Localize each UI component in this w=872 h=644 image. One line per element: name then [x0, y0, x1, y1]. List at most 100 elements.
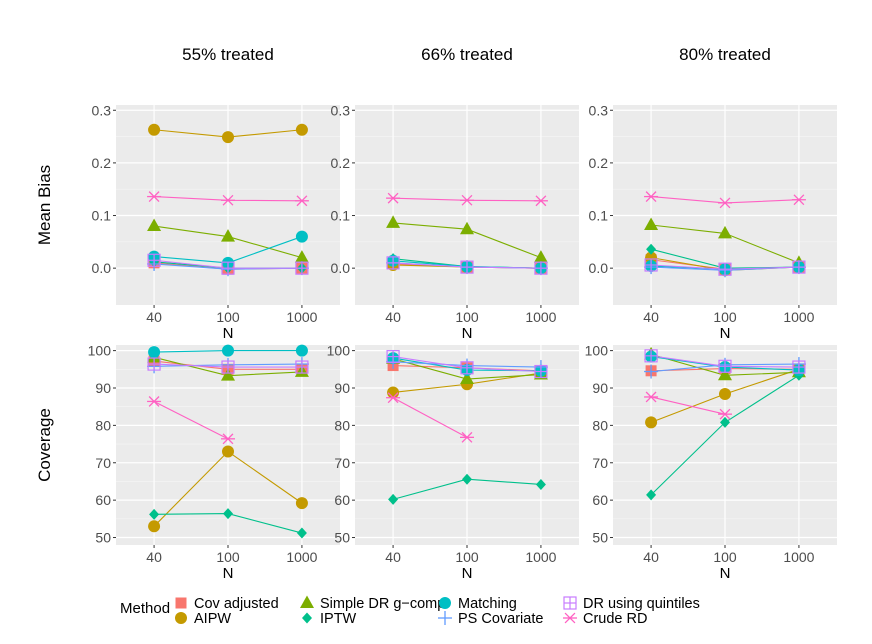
point-aipw: [222, 445, 234, 458]
point-crude-rd: [644, 391, 659, 403]
point-dr-using-quintiles: [534, 364, 548, 379]
y-tick-label: 100: [88, 343, 112, 359]
x-tick-label: 1000: [525, 309, 556, 325]
point-dr-using-quintiles: [718, 262, 732, 276]
y-tick-label: 100: [585, 343, 609, 359]
row-title-mean-bias: Mean Bias: [35, 165, 54, 245]
legend-title: Method: [120, 600, 170, 617]
point-dr-using-quintiles: [221, 360, 235, 374]
series-line-crude-rd: [650, 396, 726, 415]
y-tick-label: 90: [334, 380, 350, 396]
x-tick-label: 100: [216, 309, 240, 325]
point-iptw: [646, 489, 657, 501]
point-aipw: [719, 387, 731, 400]
x-axis-title: N: [462, 325, 473, 342]
y-tick-label: 0.3: [331, 102, 351, 118]
marker-triangle: [718, 367, 732, 381]
marker-circle: [148, 520, 161, 533]
point-iptw: [720, 416, 730, 428]
point-simple-dr-g-comp: [644, 217, 659, 230]
y-tick-label: 100: [327, 343, 351, 359]
point-crude-rd: [533, 195, 548, 207]
row-title-coverage: Coverage: [35, 408, 54, 482]
marker-ast-d2: [222, 433, 234, 445]
point-aipw: [148, 123, 161, 136]
y-tick-label: 80: [334, 417, 350, 433]
marker-triangle: [386, 215, 401, 228]
marker-circle: [148, 123, 161, 136]
y-tick-label: 0.1: [92, 208, 112, 224]
point-matching: [222, 344, 234, 357]
marker-ast-d2: [296, 195, 308, 207]
marker-ast-d2: [461, 431, 473, 443]
marker-diamond: [462, 473, 472, 485]
point-crude-rd: [718, 197, 732, 209]
point-dr-using-quintiles: [644, 349, 658, 363]
point-aipw: [295, 497, 308, 510]
marker-diamond: [535, 478, 546, 490]
point-simple-dr-g-comp: [460, 221, 474, 235]
legend-key-aipw: [175, 612, 187, 624]
marker-circle: [439, 597, 451, 609]
y-tick-label: 70: [334, 455, 350, 471]
y-tick-label: 60: [95, 492, 111, 508]
marker-circle: [719, 387, 731, 400]
point-dr-using-quintiles: [221, 261, 235, 275]
y-tick-label: 60: [334, 492, 350, 508]
point-dr-using-quintiles: [644, 258, 658, 272]
legend-key-matching: [439, 597, 451, 609]
x-axis-title: N: [720, 565, 731, 582]
point-matching: [295, 230, 308, 243]
point-dr-using-quintiles: [792, 260, 806, 274]
legend-label-ps-covariate: PS Covariate: [458, 611, 543, 627]
point-crude-rd: [294, 195, 309, 207]
marker-ast-d2: [148, 191, 160, 202]
point-crude-rd: [147, 191, 162, 202]
point-simple-dr-g-comp: [221, 368, 235, 381]
x-tick-label: 100: [455, 309, 479, 325]
panel-mean-bias-55-treated: 0.0 0.1 0.2 0.3 40 100 1000 N: [92, 102, 340, 342]
marker-ast-d2: [387, 392, 399, 404]
point-iptw: [646, 243, 657, 255]
y-tick-label: 0.1: [331, 208, 351, 224]
point-simple-dr-g-comp: [460, 371, 474, 385]
legend-key-iptw: [302, 612, 312, 624]
series-line-crude-rd: [392, 397, 468, 438]
point-crude-rd: [221, 194, 235, 206]
marker-triangle: [294, 250, 309, 263]
x-axis-title: N: [223, 565, 234, 582]
marker-ast-d2: [719, 408, 731, 420]
x-tick-label: 100: [713, 309, 737, 325]
y-tick-label: 0.3: [92, 102, 112, 118]
legend-label-cov-adjusted: Cov adjusted: [194, 596, 279, 612]
marker-ast-d2: [793, 194, 805, 206]
x-axis-title: N: [223, 325, 234, 342]
panel-mean-bias-80-treated: 0.0 0.1 0.2 0.3 40 100 1000 N: [589, 102, 837, 342]
point-dr-using-quintiles: [718, 359, 732, 373]
point-iptw: [462, 473, 472, 485]
point-simple-dr-g-comp: [147, 218, 162, 232]
y-tick-label: 80: [592, 417, 608, 433]
y-tick-label: 90: [592, 380, 608, 396]
y-tick-label: 70: [592, 455, 608, 471]
y-tick-label: 0.2: [331, 155, 351, 171]
marker-ast-d2: [148, 396, 160, 407]
marker-ast-d2: [461, 194, 473, 206]
point-matching: [148, 346, 161, 359]
column-title-66-treated: 66% treated: [421, 45, 513, 64]
marker-ast-d2: [222, 194, 234, 206]
marker-circle: [295, 497, 308, 510]
point-dr-using-quintiles: [147, 253, 161, 267]
point-crude-rd: [386, 392, 401, 404]
marker-circle: [295, 123, 308, 136]
marker-circle: [222, 131, 234, 144]
marker-ast-d2: [387, 192, 399, 204]
series-line-crude-rd: [153, 400, 229, 440]
marker-diamond: [296, 527, 307, 539]
legend-key-crude-rd: [563, 612, 577, 624]
point-simple-dr-g-comp: [221, 229, 235, 242]
point-aipw: [222, 131, 234, 144]
x-tick-label: 1000: [286, 309, 317, 325]
